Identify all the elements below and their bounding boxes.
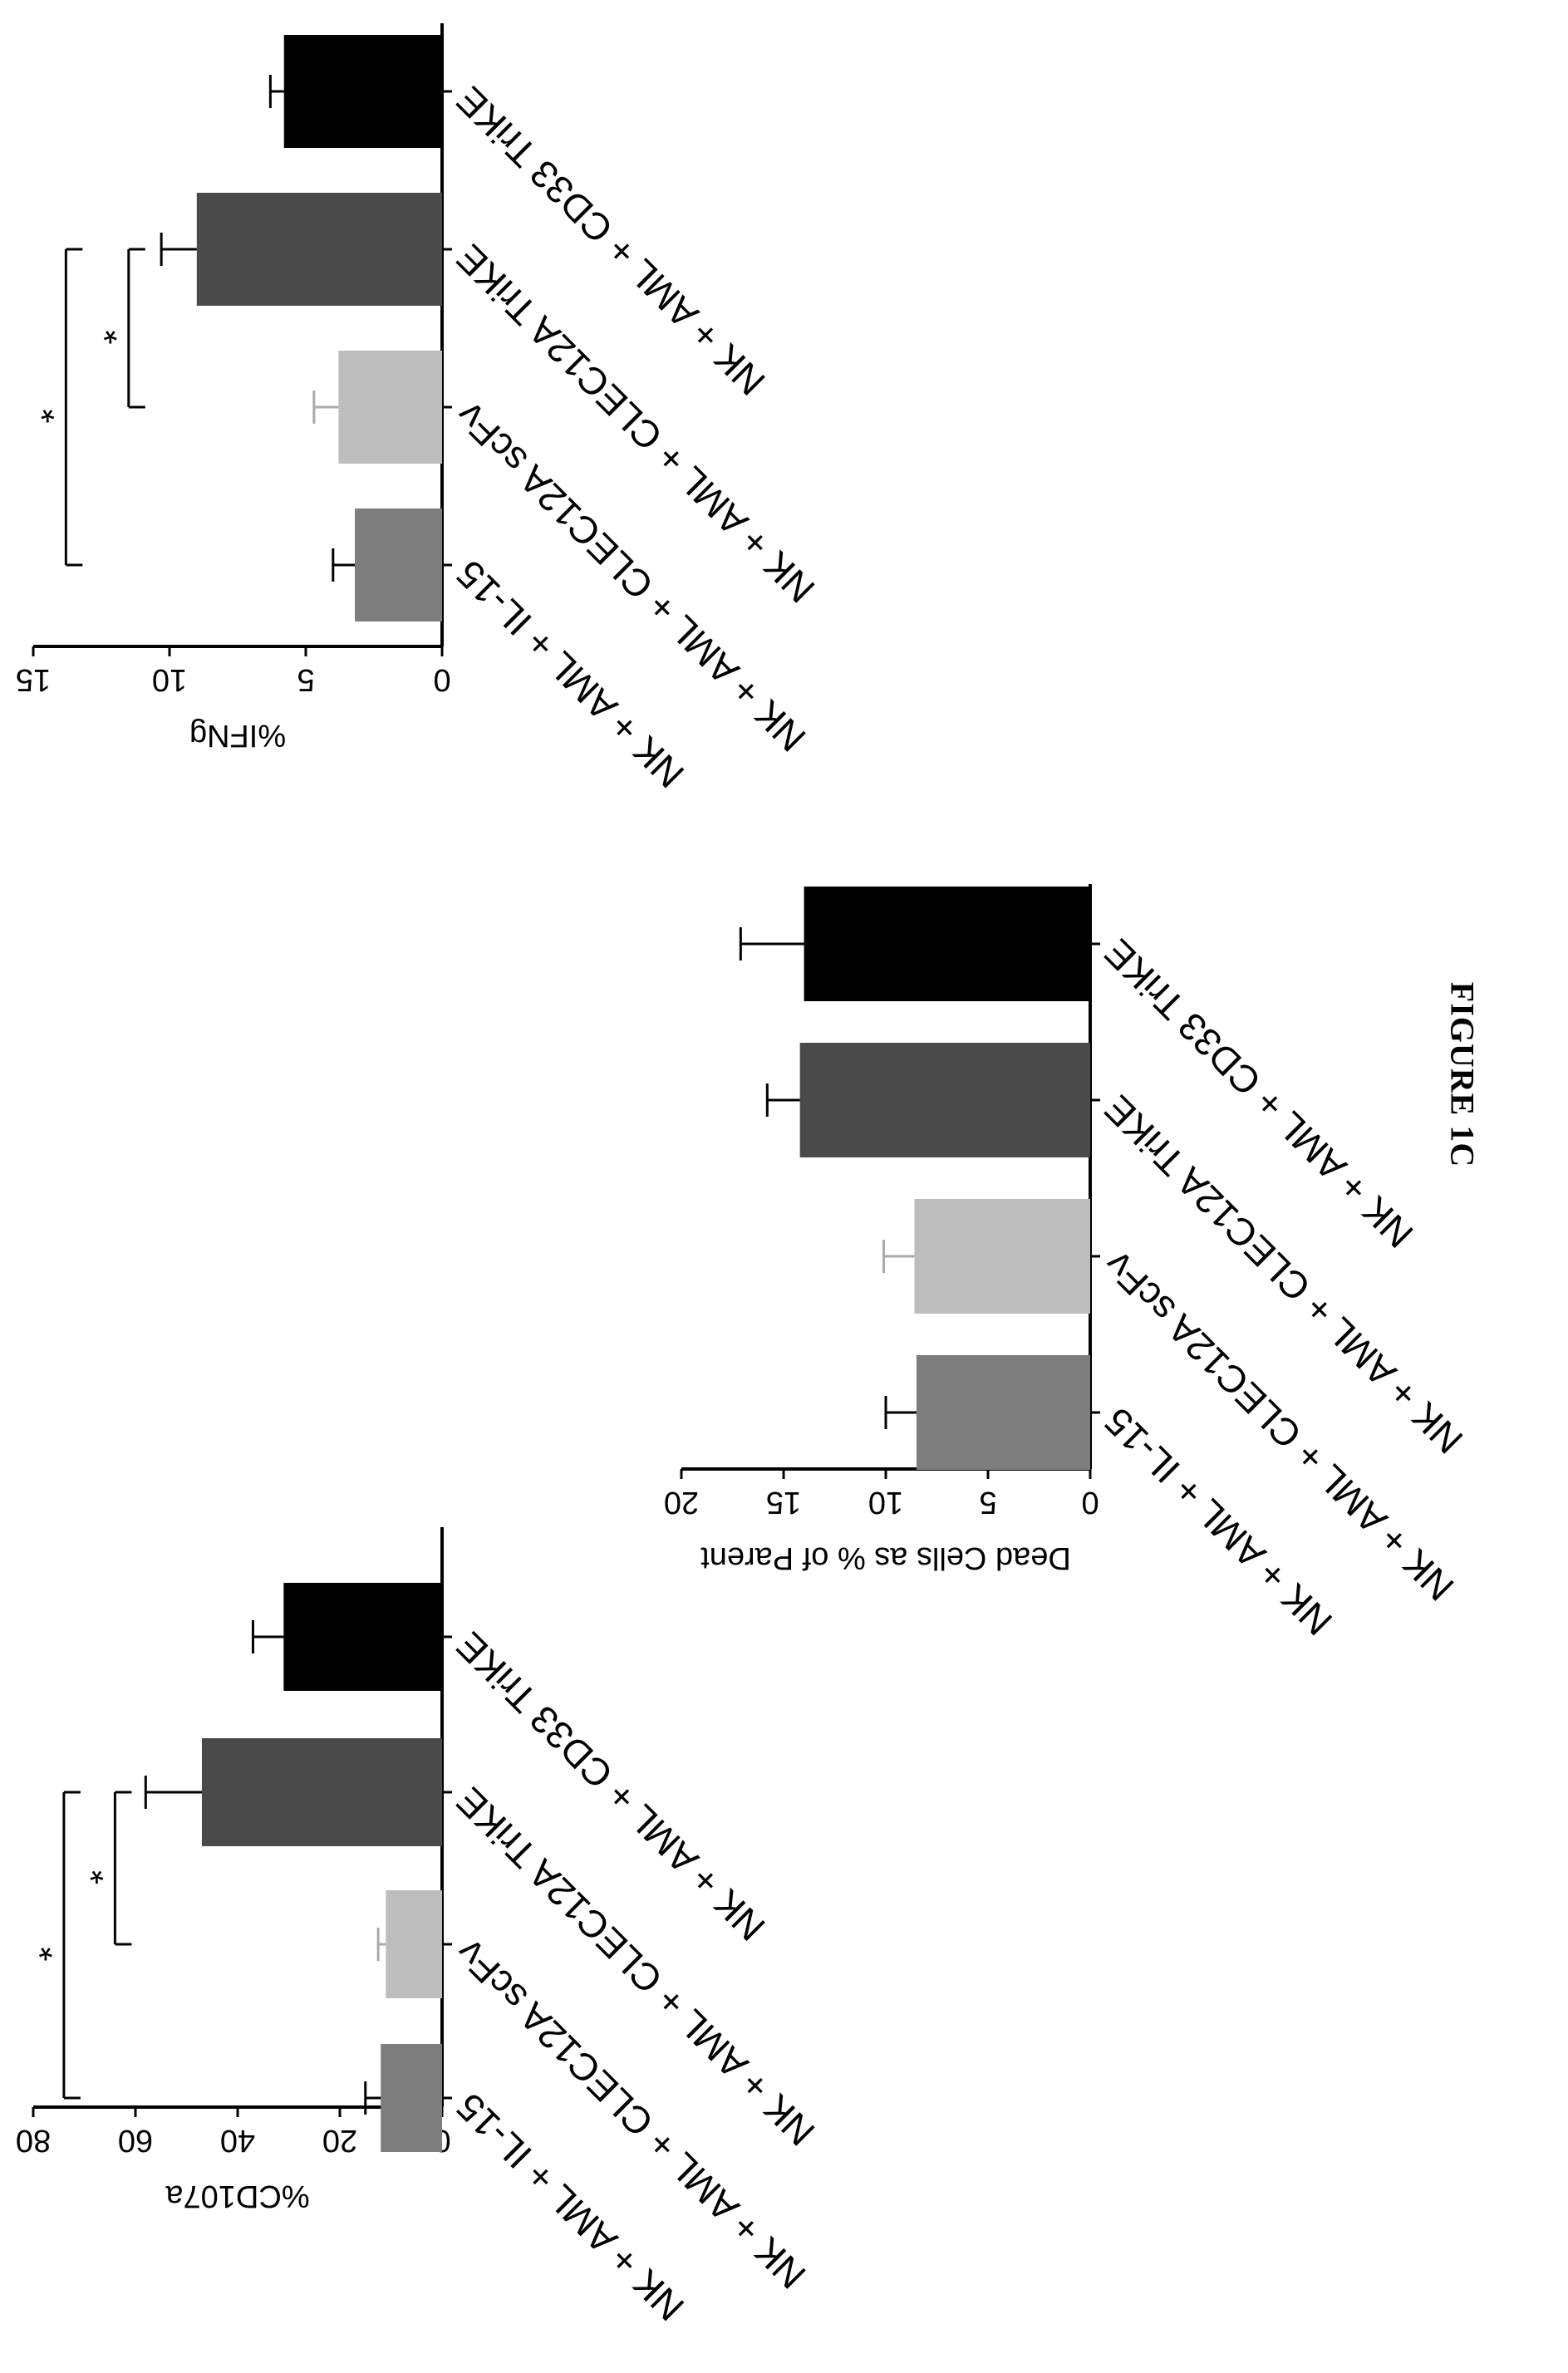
bar xyxy=(914,1199,1090,1314)
value-tick-label: 20 xyxy=(322,2123,357,2158)
value-axis-title: %IFNg xyxy=(189,718,286,753)
bar xyxy=(799,1043,1090,1157)
value-tick-label: 60 xyxy=(118,2123,153,2158)
figure-caption: FIGURE 1C xyxy=(1443,981,1482,1168)
significance-label: * xyxy=(38,1927,52,1968)
bar xyxy=(916,1355,1090,1470)
bar xyxy=(386,1890,442,1998)
value-tick-label: 10 xyxy=(152,662,187,697)
bar xyxy=(804,887,1090,1001)
value-tick-label: 15 xyxy=(16,662,51,697)
bar xyxy=(196,193,443,306)
bar xyxy=(381,2044,442,2152)
value-tick-label: 0 xyxy=(1081,1485,1099,1520)
bar xyxy=(283,1583,442,1691)
value-tick-label: 40 xyxy=(220,2123,255,2158)
value-tick-label: 5 xyxy=(979,1485,996,1520)
value-tick-label: 5 xyxy=(297,662,314,697)
value-tick-label: 20 xyxy=(664,1485,699,1520)
bar xyxy=(355,508,442,622)
value-axis-title: %CD107a xyxy=(165,2179,310,2213)
category-label: NK + AML + CD33 TriKE xyxy=(448,78,774,404)
significance-label: * xyxy=(90,1850,104,1891)
bar xyxy=(338,351,442,464)
category-label: NK + AML + CD33 TriKE xyxy=(448,1624,774,1949)
category-label: NK + AML + CD33 TriKE xyxy=(1096,931,1422,1256)
significance-label: * xyxy=(103,310,117,351)
value-tick-label: 0 xyxy=(433,662,450,697)
bar xyxy=(283,35,442,148)
value-tick-label: 10 xyxy=(868,1485,903,1520)
value-tick-label: 80 xyxy=(16,2123,51,2158)
bar xyxy=(201,1738,442,1846)
significance-label: * xyxy=(41,389,55,430)
value-tick-label: 15 xyxy=(766,1485,801,1520)
value-axis-title: Dead Cells as % of Parent xyxy=(700,1540,1071,1575)
